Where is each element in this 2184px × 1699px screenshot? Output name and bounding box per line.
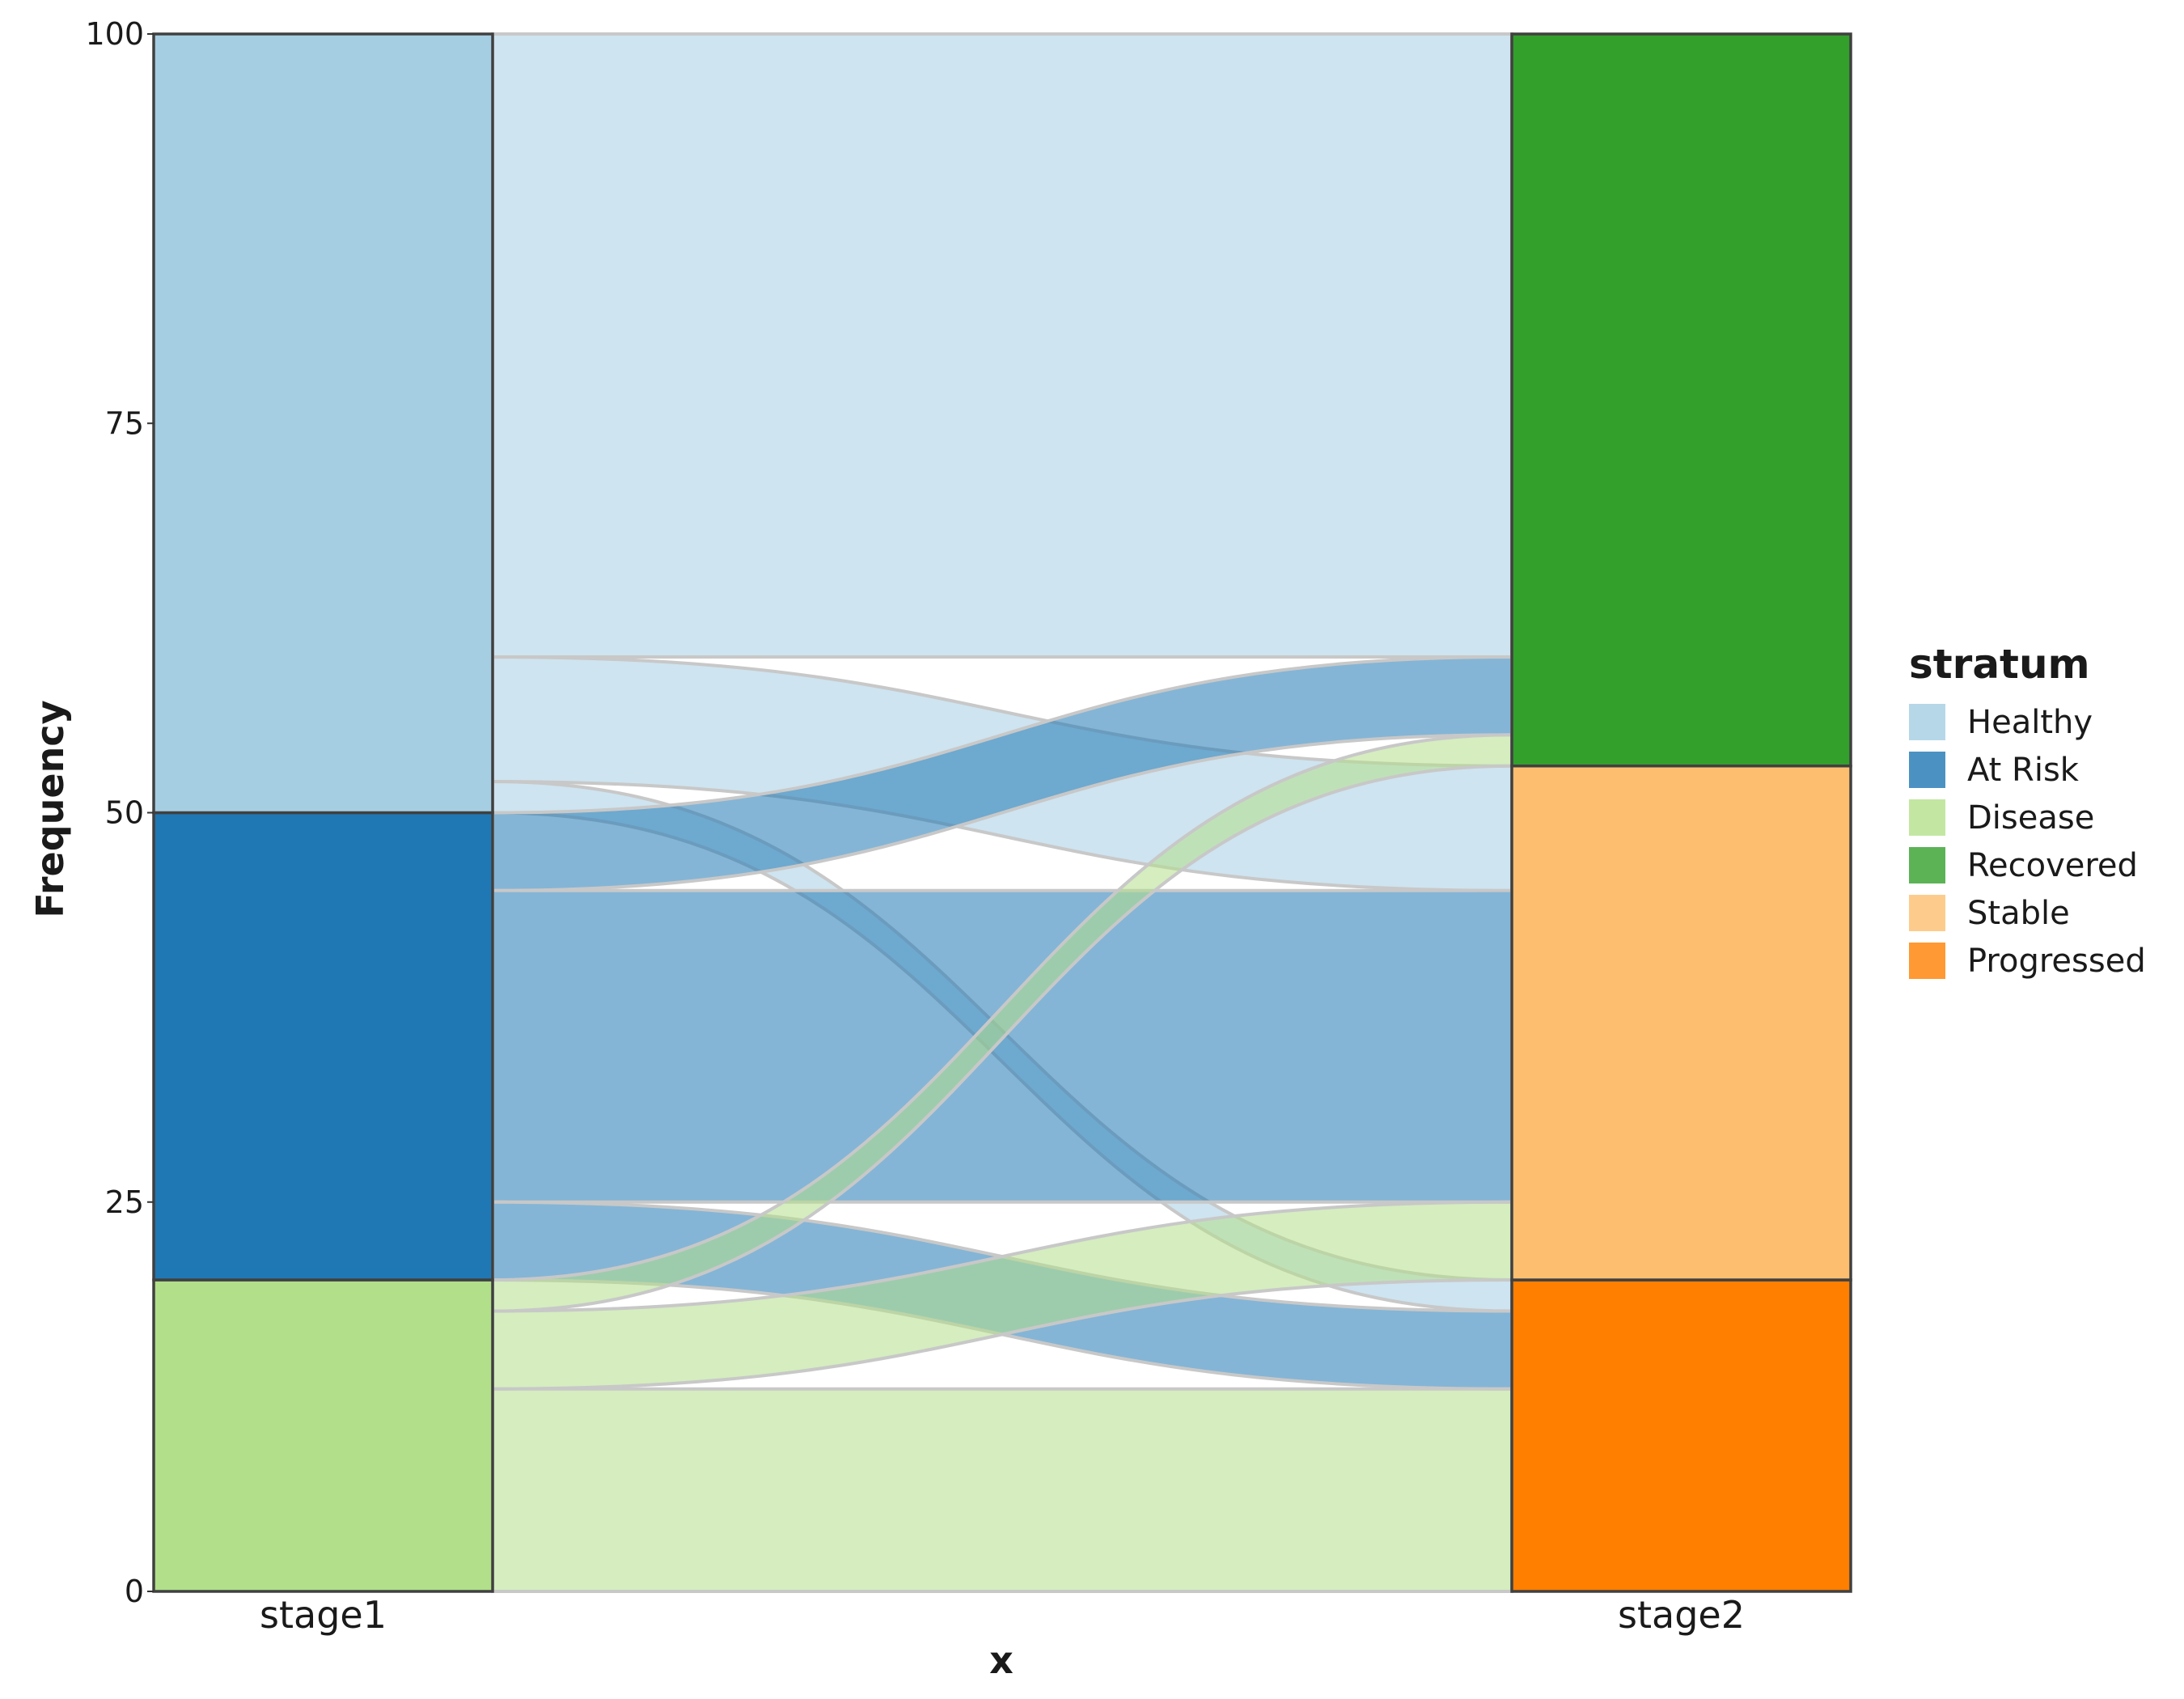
legend-label-disease: Disease [1967, 799, 2094, 837]
flow-healthy-to-recovered [491, 32, 1513, 659]
legend-label-healthy: Healthy [1967, 704, 2093, 741]
x-tick-label-stage2: stage2 [1618, 1593, 1745, 1637]
stage2-stratum-stable [1510, 765, 1852, 1282]
y-axis: 0 25 50 75 100 [85, 16, 154, 1609]
legend: stratum Healthy At Risk Disease Recovered St… [1909, 641, 2146, 980]
stage2-stratum-progressed [1510, 1278, 1852, 1593]
y-axis-title: Frequency [28, 700, 72, 917]
legend-label-progressed: Progressed [1967, 943, 2146, 980]
legend-label-recovered: Recovered [1967, 847, 2138, 884]
y-tick-label: 25 [105, 1184, 144, 1220]
x-axis-title: x [989, 1638, 1014, 1682]
y-tick-label: 100 [85, 16, 144, 52]
flow-at-risk-to-stable [491, 888, 1513, 1204]
stage2-stratum-recovered [1510, 32, 1852, 768]
legend-key-stable [1909, 895, 1945, 931]
legend-label-stable: Stable [1967, 895, 2070, 932]
legend-key-disease [1909, 799, 1945, 836]
legend-key-healthy [1909, 704, 1945, 740]
legend-label-at-risk: At Risk [1967, 752, 2080, 789]
stage1-stratum-disease [152, 1278, 494, 1593]
stage1-stratum-healthy [152, 32, 494, 815]
stage1-stratum-at-risk [152, 811, 494, 1282]
y-tick-label: 50 [105, 795, 144, 831]
legend-key-at-risk [1909, 752, 1945, 788]
y-tick-label: 0 [125, 1574, 144, 1609]
flow-disease-to-progressed [491, 1387, 1513, 1594]
legend-key-recovered [1909, 847, 1945, 883]
legend-title: stratum [1909, 641, 2090, 688]
y-tick-label: 75 [105, 405, 144, 441]
strata-layer [152, 32, 1852, 1593]
legend-key-progressed [1909, 943, 1945, 979]
x-tick-label-stage1: stage1 [260, 1593, 387, 1637]
flows-layer [491, 32, 1513, 1594]
x-axis: stage1 stage2 [260, 1593, 1745, 1637]
